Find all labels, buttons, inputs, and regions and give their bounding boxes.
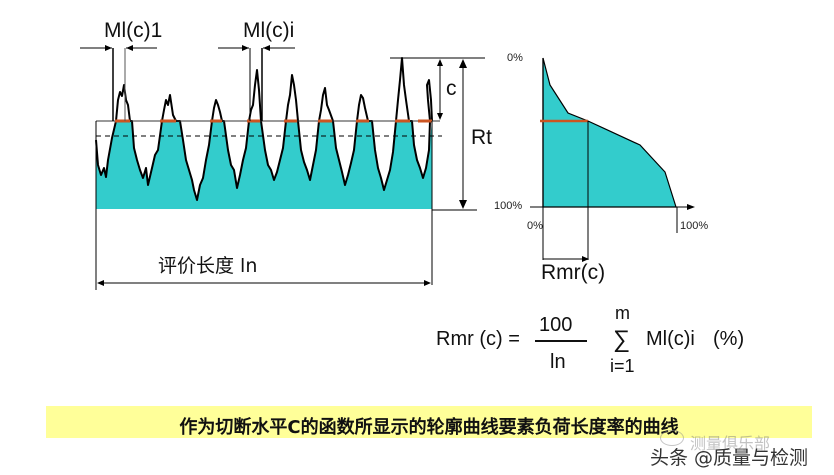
caption-banner: 作为切断水平C的函数所显示的轮廓曲线要素负荷长度率的曲线 xyxy=(46,406,812,438)
evaluation-length-label: 评价长度 ln xyxy=(158,255,258,277)
c-label: c xyxy=(446,77,457,100)
ml-ci-label: Ml(c)i xyxy=(243,19,295,42)
formula-numerator: 100 xyxy=(539,314,573,336)
profile-above-curve-mask xyxy=(96,121,432,200)
y-bottom-label: 100% xyxy=(494,200,523,212)
rmr-formula: Rmr (c) = 100 ln m ∑ i=1 Ml(c)i (%) xyxy=(430,300,760,380)
bearing-ratio-curve xyxy=(530,57,695,262)
wechat-icon xyxy=(660,430,684,446)
rmr-label: Rmr(c) xyxy=(541,261,606,284)
sum-upper: m xyxy=(615,303,630,323)
x-left-label: 0% xyxy=(527,220,543,232)
x-right-label: 100% xyxy=(680,220,709,232)
caption-text: 作为切断水平C的函数所显示的轮廓曲线要素负荷长度率的曲线 xyxy=(179,417,679,438)
sum-lower: i=1 xyxy=(610,356,635,376)
watermark-source: 头条 @质量与检测 xyxy=(650,447,809,469)
profile-curve xyxy=(95,57,433,201)
formula-lhs: Rmr (c) = xyxy=(436,328,520,350)
formula-denominator: ln xyxy=(550,351,566,373)
rt-label: Rt xyxy=(471,126,492,149)
fraction-bar xyxy=(535,340,587,342)
watermark-club: 测量俱乐部 xyxy=(690,434,771,453)
sum-symbol: ∑ xyxy=(613,326,631,353)
y-top-label: 0% xyxy=(507,52,523,64)
formula-unit: (%) xyxy=(713,328,745,350)
ml-c1-label: Ml(c)1 xyxy=(104,19,163,42)
formula-term: Ml(c)i xyxy=(646,328,695,350)
